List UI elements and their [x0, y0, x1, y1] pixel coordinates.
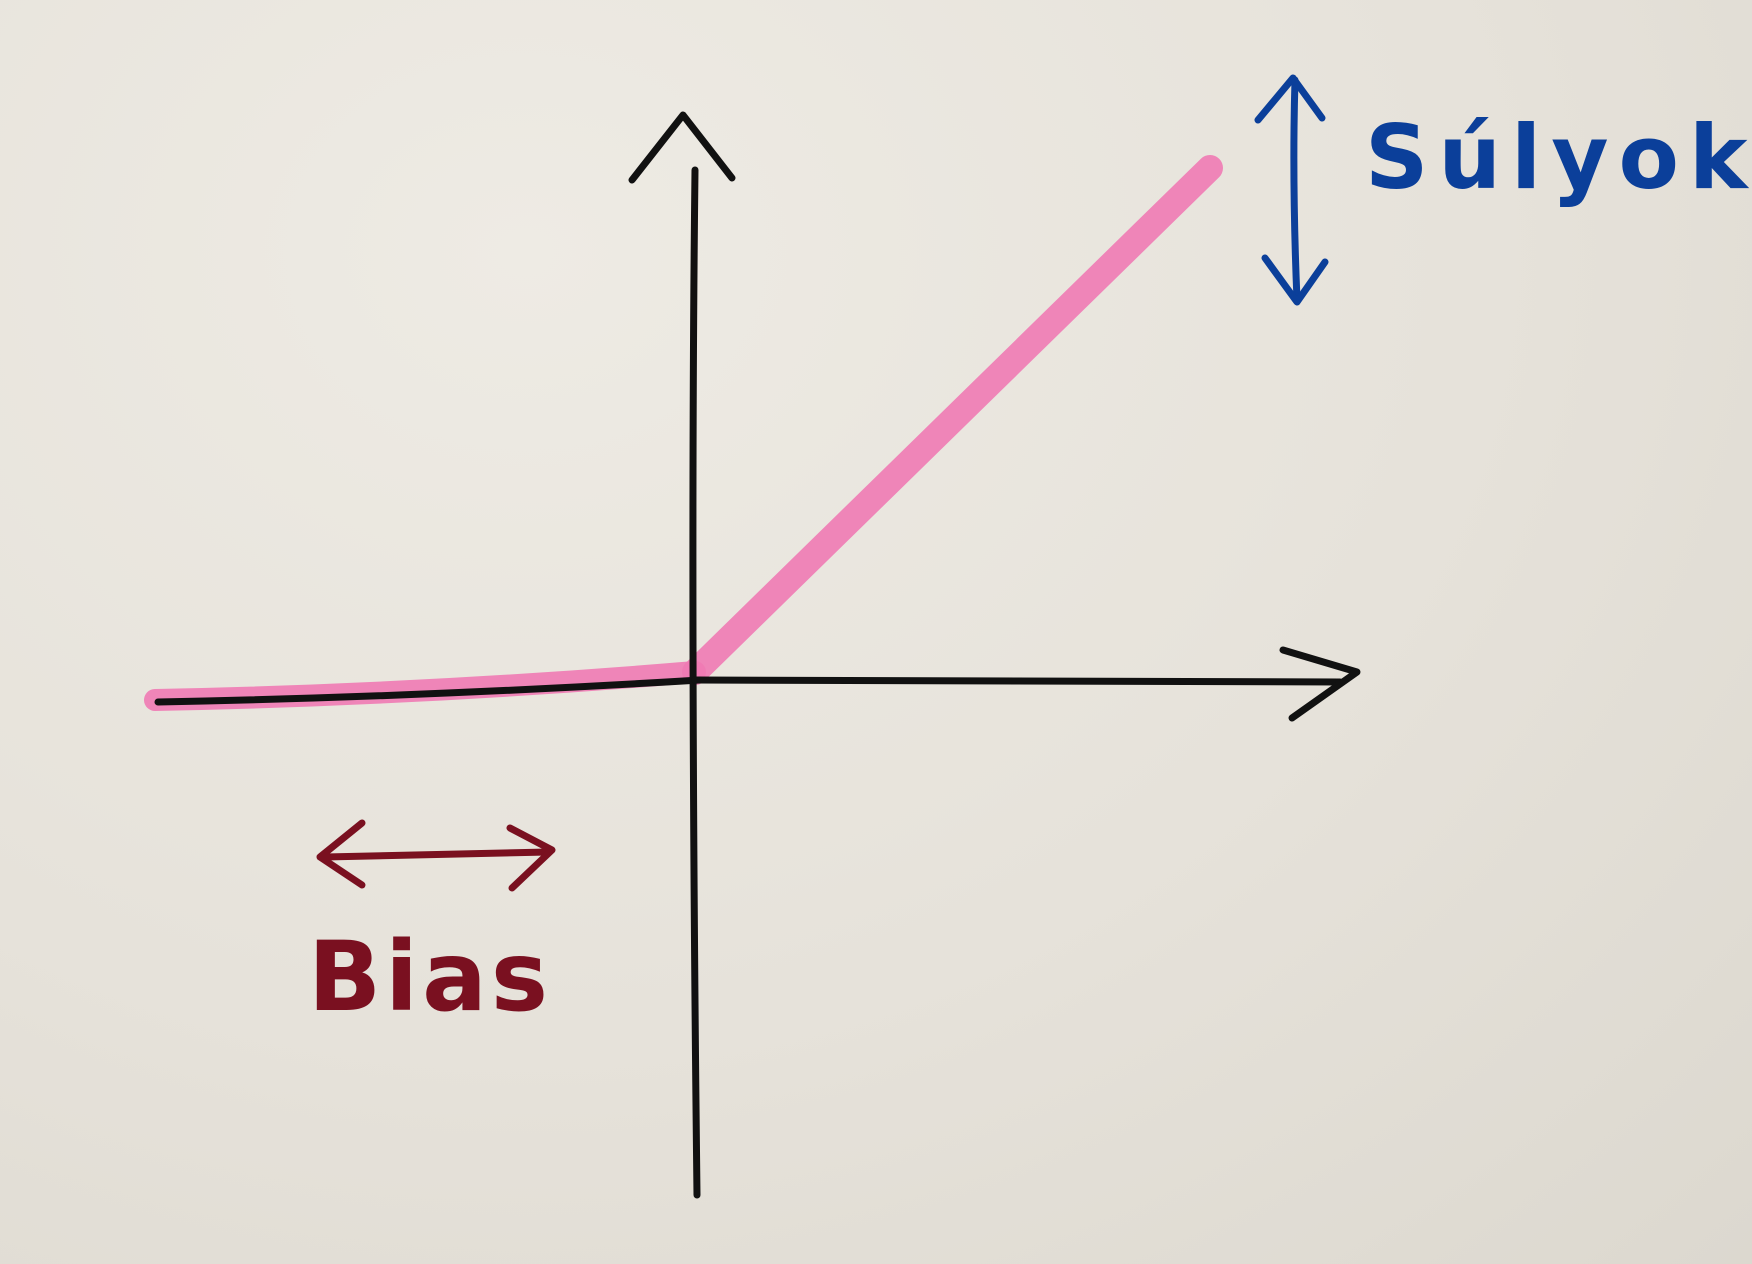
double-arrow-horizontal-icon — [316, 819, 556, 892]
y-axis-arrowhead-icon — [628, 111, 736, 184]
x-axis-arrowhead-icon — [1279, 646, 1361, 722]
curve-rising-segment — [682, 155, 1223, 685]
double-arrow-vertical-icon — [1254, 74, 1329, 306]
weights-label: Súlyok — [1365, 106, 1752, 209]
curve-ink-line — [154, 676, 704, 706]
bias-label: Bias — [308, 921, 552, 1033]
y-axis — [689, 166, 701, 1199]
x-axis — [691, 676, 1344, 686]
